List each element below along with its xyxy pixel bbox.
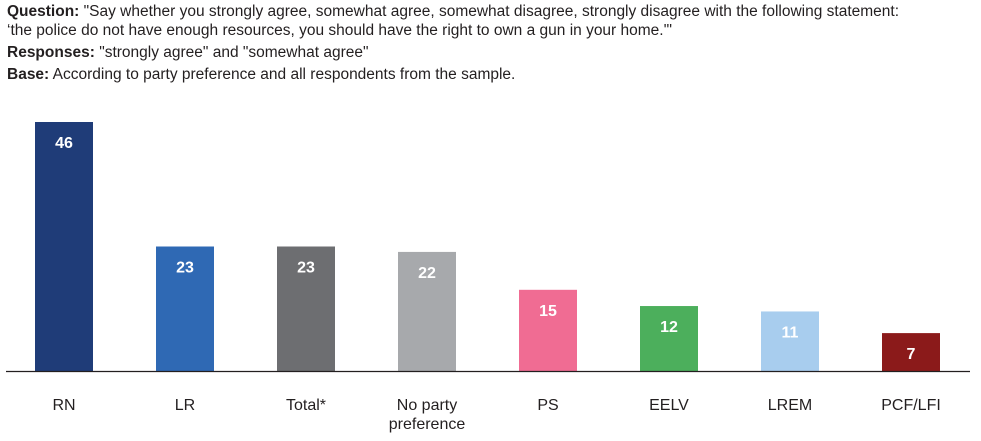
- question-text-2: ‘the police do not have enough resources…: [7, 22, 673, 39]
- data-label-1: 23: [176, 260, 194, 277]
- data-label-2: 23: [297, 260, 315, 277]
- bar-2: [277, 246, 335, 371]
- question-text-1: "Say whether you strongly agree, somewha…: [83, 3, 900, 20]
- chart-header: Question: "Say whether you strongly agre…: [7, 2, 977, 84]
- responses-label: Responses:: [7, 44, 95, 61]
- data-label-6: 11: [782, 324, 799, 341]
- bar-3: [398, 251, 456, 371]
- responses-line: Responses: "strongly agree" and "somewha…: [7, 43, 977, 62]
- category-label-3: No party preference: [389, 397, 466, 433]
- responses-text: "strongly agree" and "somewhat agree": [99, 44, 369, 61]
- data-label-5: 12: [660, 319, 678, 336]
- question-line-2: ‘the police do not have enough resources…: [7, 21, 977, 40]
- base-line: Base: According to party preference and …: [7, 65, 977, 84]
- bar-1: [156, 246, 214, 371]
- category-label-1: LR: [175, 397, 195, 414]
- category-label-6: LREM: [768, 397, 812, 414]
- base-label: Base:: [7, 66, 50, 83]
- question-line-1: Question: "Say whether you strongly agre…: [7, 2, 977, 21]
- bar-5: [640, 306, 698, 371]
- category-label-5: EELV: [649, 397, 689, 414]
- category-label-7: PCF/LFI: [881, 397, 941, 414]
- question-label: Question:: [7, 3, 80, 20]
- bar-0: [35, 122, 93, 371]
- category-label-0: RN: [52, 397, 75, 414]
- bar-7: [882, 333, 940, 371]
- base-text: According to party preference and all re…: [52, 66, 516, 83]
- data-label-0: 46: [55, 135, 73, 152]
- category-label-2: Total*: [286, 397, 326, 414]
- bar-4: [519, 289, 577, 371]
- data-label-7: 7: [907, 346, 916, 363]
- bar-6: [761, 311, 819, 371]
- data-label-3: 22: [418, 265, 436, 282]
- data-label-4: 15: [539, 303, 557, 320]
- category-label-4: PS: [537, 397, 558, 414]
